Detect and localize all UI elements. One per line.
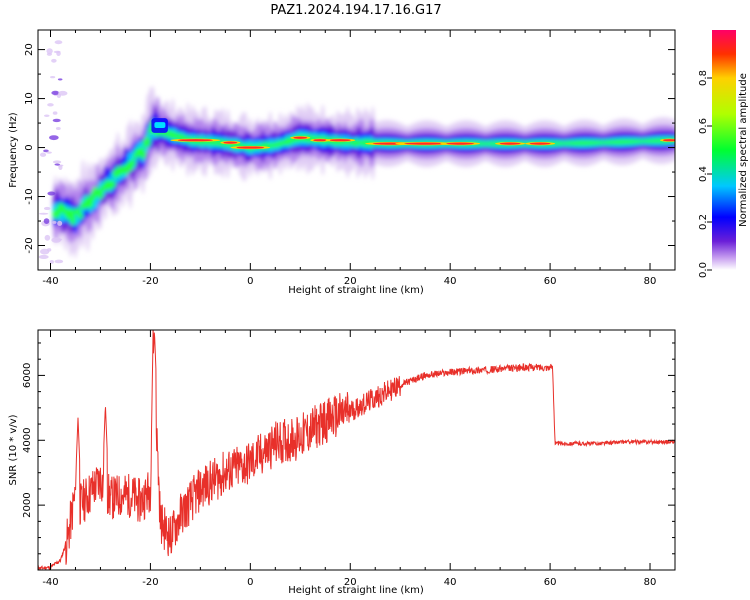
x-tick-label: -20: [142, 276, 158, 287]
spectral-cell: [144, 135, 151, 147]
noise-cell: [38, 254, 49, 259]
colorbar-tick-label: 0.6: [698, 118, 709, 134]
spectral-peak: [293, 136, 308, 139]
colorbar-ticks: 0.0 0.2 0.4 0.6 0.8: [698, 70, 712, 278]
x-tick-label: 60: [544, 577, 557, 588]
noise-cell: [57, 78, 63, 81]
spectral-peak: [236, 146, 265, 149]
x-tick-label: 60: [544, 276, 557, 287]
y-tick-label: 10: [24, 92, 35, 105]
x-tick-label: 40: [444, 577, 457, 588]
noise-cell: [44, 234, 51, 241]
colorbar-tick-label: 0.0: [698, 262, 709, 278]
colorbar-tick-label: 0.8: [698, 70, 709, 86]
noise-cell: [43, 206, 51, 211]
spectral-band: [52, 85, 675, 259]
noise-cell: [55, 127, 61, 131]
y-tick-label: 20: [24, 43, 35, 56]
y-tick-label: 6000: [22, 363, 33, 388]
noise-cell: [54, 259, 64, 264]
noise-cell: [43, 218, 50, 224]
noise-cell: [51, 58, 57, 63]
spectral-peak: [529, 142, 551, 145]
noise-cell: [51, 237, 62, 243]
noise-cell: [52, 160, 62, 164]
spectral-cell: [139, 148, 146, 160]
noise-cell: [38, 212, 49, 215]
spectral-cell: [77, 212, 84, 220]
spectral-cell: [129, 158, 136, 167]
x-tick-label: -40: [42, 577, 58, 588]
noise-cell: [52, 111, 58, 115]
spectrogram-ticks: -40 -20 0 20 40 60 80 -20 -10 0 10 20: [24, 30, 676, 287]
snr-ylabel: SNR (10 * v/v): [8, 414, 19, 485]
spectral-peak: [177, 139, 213, 142]
snr-ticks: -40 -20 0 20 40 60 80 2000 4000 6000: [22, 330, 676, 588]
snr-panel: -40 -20 0 20 40 60 80 2000 4000 6000 Height of st…: [8, 329, 676, 596]
noise-cell: [50, 75, 56, 79]
x-tick-label: 0: [247, 276, 253, 287]
x-tick-label: 80: [644, 276, 657, 287]
spectrogram-xlabel: Height of straight line (km): [288, 285, 424, 296]
colorbar-tick-label: 0.2: [698, 214, 709, 230]
x-tick-label: -20: [142, 577, 158, 588]
noise-cell: [40, 248, 50, 255]
colorbar-tick-label: 0.4: [698, 166, 709, 182]
noise-cell: [51, 90, 60, 95]
noise-cell: [49, 260, 54, 264]
y-tick-label: 2000: [22, 492, 33, 517]
snr-frame: [37, 329, 676, 571]
y-tick-label: 4000: [22, 428, 33, 453]
y-tick-label: -10: [24, 188, 35, 204]
spectral-peak: [663, 139, 675, 142]
noise-cell: [52, 118, 61, 123]
x-tick-label: 80: [644, 577, 657, 588]
noise-cell: [54, 163, 61, 166]
x-tick-label: 20: [344, 577, 357, 588]
noise-cell: [46, 151, 52, 154]
noise-cell: [46, 48, 53, 55]
noise-cell: [46, 248, 52, 252]
x-tick-label: 20: [344, 276, 357, 287]
spectral-cell: [109, 180, 116, 189]
noise-cell: [39, 152, 47, 157]
noise-cell: [56, 50, 61, 57]
spectral-peak: [313, 139, 328, 142]
noise-cell: [49, 135, 59, 141]
figure-title: PAZ1.2024.194.17.16.G17: [270, 3, 441, 18]
noise-cell: [52, 221, 57, 224]
colorbar-label: Normalized spectral amplitude: [738, 73, 749, 227]
noise-cell: [47, 103, 54, 107]
noise-cell: [44, 114, 50, 117]
x-tick-label: 40: [444, 276, 457, 287]
spectral-peak: [223, 141, 238, 144]
x-tick-label: 0: [247, 577, 253, 588]
spectrogram-heatmap: [38, 40, 675, 264]
spectral-peak: [329, 139, 351, 142]
noise-cell: [47, 191, 56, 196]
spectral-blob: [154, 122, 166, 128]
y-tick-label: -20: [24, 237, 35, 253]
noise-cell: [54, 40, 63, 45]
noise-cell: [57, 90, 68, 96]
snr-plot: [38, 330, 675, 570]
spectral-peak: [404, 142, 447, 145]
noise-cell: [43, 149, 49, 153]
colorbar: 0.0 0.2 0.4 0.6 0.8 Normalized spectral ampl…: [698, 30, 749, 278]
spectrogram-ylabel: Frequency (Hz): [8, 112, 19, 188]
spectral-cell: [69, 214, 76, 226]
noise-cell: [57, 220, 63, 226]
spectral-cell: [97, 189, 104, 200]
y-tick-label: 0: [24, 144, 35, 150]
spectral-peak: [446, 142, 475, 145]
colorbar-gradient: [712, 30, 736, 270]
snr-line: [38, 330, 675, 570]
snr-xlabel: Height of straight line (km): [288, 585, 424, 596]
spectrogram-frame: [37, 29, 676, 271]
spectral-peak: [499, 142, 521, 145]
x-tick-label: -40: [42, 276, 58, 287]
spectrogram-panel: -40 -20 0 20 40 60 80 -20 -10 0 10 20 Height of str…: [8, 29, 676, 296]
